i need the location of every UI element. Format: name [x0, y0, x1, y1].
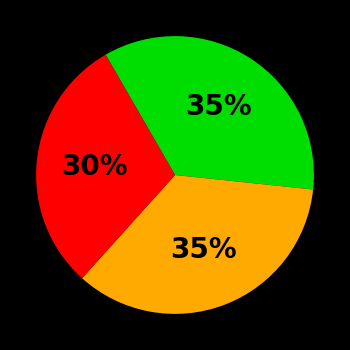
Wedge shape	[36, 55, 175, 278]
Text: 30%: 30%	[62, 153, 128, 181]
Text: 35%: 35%	[170, 236, 237, 264]
Wedge shape	[106, 36, 314, 189]
Wedge shape	[82, 175, 313, 314]
Text: 35%: 35%	[186, 93, 252, 121]
